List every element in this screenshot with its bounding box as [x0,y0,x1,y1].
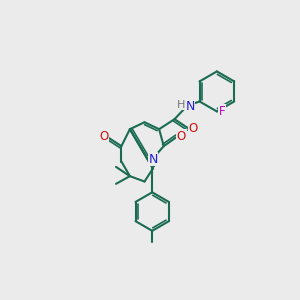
Text: O: O [177,130,186,142]
Text: N: N [185,100,195,112]
Text: N: N [148,153,158,166]
Text: F: F [219,105,226,118]
Text: O: O [99,130,108,143]
Text: O: O [188,122,198,135]
Text: H: H [176,100,185,110]
